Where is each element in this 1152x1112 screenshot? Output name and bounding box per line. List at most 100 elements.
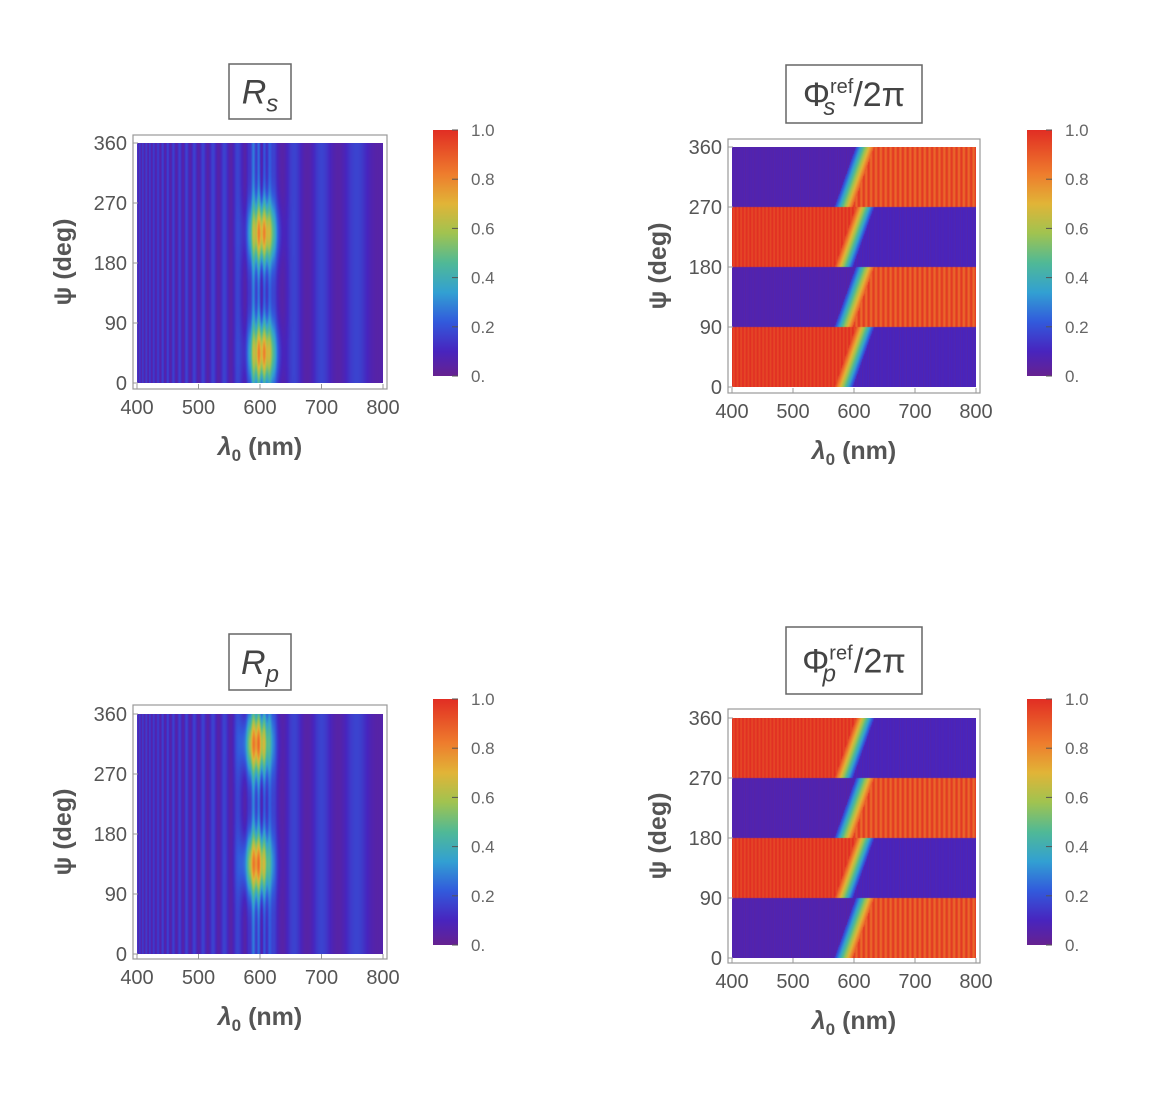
y-tick-label: 0 bbox=[711, 377, 722, 399]
colorbar-tick-label: 0.2 bbox=[471, 318, 495, 337]
colorbar-tick-label: 0.2 bbox=[1065, 887, 1089, 906]
colorbar-tick-label: 0.8 bbox=[1065, 170, 1089, 189]
x-axis-label-unit: (nm) bbox=[241, 1003, 302, 1031]
colorbar-tick-label: 0.8 bbox=[471, 739, 495, 758]
colorbar-tick-label: 0.2 bbox=[471, 887, 495, 906]
y-axis-label: ψ (deg) bbox=[49, 219, 77, 306]
y-axis-label: ψ (deg) bbox=[644, 223, 672, 310]
x-tick-label: 700 bbox=[305, 397, 338, 419]
y-tick-label: 180 bbox=[94, 824, 127, 846]
x-tick-label: 400 bbox=[715, 971, 748, 993]
chart-title-symbol: R bbox=[242, 74, 267, 112]
y-axis-label: ψ (deg) bbox=[49, 789, 77, 876]
chart-title-symbol: Φ bbox=[802, 643, 829, 681]
x-axis-label: λ0 (nm) bbox=[216, 433, 302, 465]
chart-title-subscript: s bbox=[266, 91, 278, 118]
colorbar-tick-label: 0. bbox=[471, 367, 485, 386]
colorbar-tick-label: 0.6 bbox=[471, 219, 495, 238]
x-axis-label-unit: (nm) bbox=[835, 1007, 896, 1035]
x-tick-label: 400 bbox=[120, 397, 153, 419]
chart-title: Rs bbox=[242, 74, 279, 118]
chart-title-subscript: p bbox=[822, 661, 836, 688]
colorbar-tick-label: 1.0 bbox=[471, 690, 495, 709]
colorbar-tick-label: 0.6 bbox=[1065, 788, 1089, 807]
colorbar-tick-label: 0.8 bbox=[471, 170, 495, 189]
title-box bbox=[228, 633, 292, 691]
colorbar-tick-label: 0.4 bbox=[1065, 269, 1089, 288]
chart-title-superscript: ref bbox=[829, 643, 853, 665]
y-tick-label: 0 bbox=[711, 948, 722, 970]
colorbar-tick-label: 0. bbox=[471, 936, 485, 955]
x-axis-label: λ0 (nm) bbox=[810, 437, 896, 469]
x-tick-label: 700 bbox=[305, 967, 338, 989]
y-tick-label: 270 bbox=[94, 764, 127, 786]
x-tick-label: 600 bbox=[243, 967, 276, 989]
x-axis-label-subscript: 0 bbox=[232, 1016, 241, 1035]
colorbar-tick-label: 0.4 bbox=[1065, 838, 1089, 857]
colorbar-tick-label: 0.2 bbox=[1065, 318, 1089, 337]
colorbar-tick-label: 0.4 bbox=[471, 838, 495, 857]
x-axis-label-symbol: λ bbox=[216, 1003, 232, 1031]
x-tick-label: 800 bbox=[959, 401, 992, 423]
colorbar bbox=[433, 699, 458, 945]
x-tick-label: 500 bbox=[182, 397, 215, 419]
y-tick-label: 180 bbox=[689, 828, 722, 850]
x-axis-label-unit: (nm) bbox=[241, 433, 302, 461]
x-tick-label: 800 bbox=[959, 971, 992, 993]
y-tick-label: 0 bbox=[116, 373, 127, 395]
y-tick-label: 90 bbox=[700, 317, 722, 339]
x-tick-label: 400 bbox=[120, 967, 153, 989]
y-tick-label: 360 bbox=[94, 704, 127, 726]
y-tick-label: 360 bbox=[689, 137, 722, 159]
y-axis-label: ψ (deg) bbox=[644, 793, 672, 880]
chart-title-suffix: /2π bbox=[854, 643, 906, 681]
colorbar-tick-label: 0. bbox=[1065, 936, 1079, 955]
y-tick-label: 360 bbox=[689, 708, 722, 730]
chart-title-subscript: p bbox=[265, 661, 279, 688]
chart-title: Φref p/2π bbox=[802, 643, 906, 688]
y-tick-label: 90 bbox=[105, 884, 127, 906]
x-axis-label: λ0 (nm) bbox=[216, 1003, 302, 1035]
x-axis-label-subscript: 0 bbox=[826, 450, 835, 469]
y-tick-label: 270 bbox=[689, 197, 722, 219]
chart-title-symbol: R bbox=[241, 644, 266, 682]
x-tick-label: 400 bbox=[715, 401, 748, 423]
heatmap-image bbox=[732, 147, 976, 387]
colorbar bbox=[433, 130, 458, 376]
heatmap-image bbox=[137, 714, 383, 954]
x-axis-label-subscript: 0 bbox=[232, 446, 241, 465]
x-axis-label-symbol: λ bbox=[216, 433, 232, 461]
y-tick-label: 180 bbox=[689, 257, 722, 279]
colorbar-tick-label: 1.0 bbox=[1065, 690, 1089, 709]
y-tick-label: 0 bbox=[116, 944, 127, 966]
x-tick-label: 600 bbox=[243, 397, 276, 419]
y-tick-label: 180 bbox=[94, 253, 127, 275]
colorbar-tick-label: 1.0 bbox=[1065, 121, 1089, 140]
x-axis-label-symbol: λ bbox=[810, 1007, 826, 1035]
x-tick-label: 600 bbox=[837, 401, 870, 423]
x-tick-label: 500 bbox=[776, 401, 809, 423]
x-axis-label-subscript: 0 bbox=[826, 1020, 835, 1039]
y-tick-label: 270 bbox=[94, 193, 127, 215]
colorbar-tick-label: 1.0 bbox=[471, 121, 495, 140]
colorbar bbox=[1027, 130, 1052, 376]
chart-title-subscript: s bbox=[823, 94, 835, 121]
title-box bbox=[785, 626, 923, 695]
colorbar-tick-label: 0.6 bbox=[1065, 219, 1089, 238]
heatmap-image bbox=[137, 143, 383, 383]
chart-panel-2: 400 500 600 700 800 0 90 180 270 360 λ0 (nm) ψ (deg… bbox=[644, 64, 1089, 469]
chart-title: Φref s/2π bbox=[803, 76, 905, 121]
x-tick-label: 800 bbox=[366, 397, 399, 419]
colorbar-tick-label: 0.6 bbox=[471, 788, 495, 807]
chart-title: Rp bbox=[241, 644, 279, 688]
title-box bbox=[228, 63, 292, 120]
colorbar bbox=[1027, 699, 1052, 945]
x-tick-label: 800 bbox=[366, 967, 399, 989]
chart-title-symbol: Φ bbox=[803, 76, 830, 114]
x-tick-label: 700 bbox=[898, 401, 931, 423]
chart-title-suffix: /2π bbox=[853, 76, 905, 114]
